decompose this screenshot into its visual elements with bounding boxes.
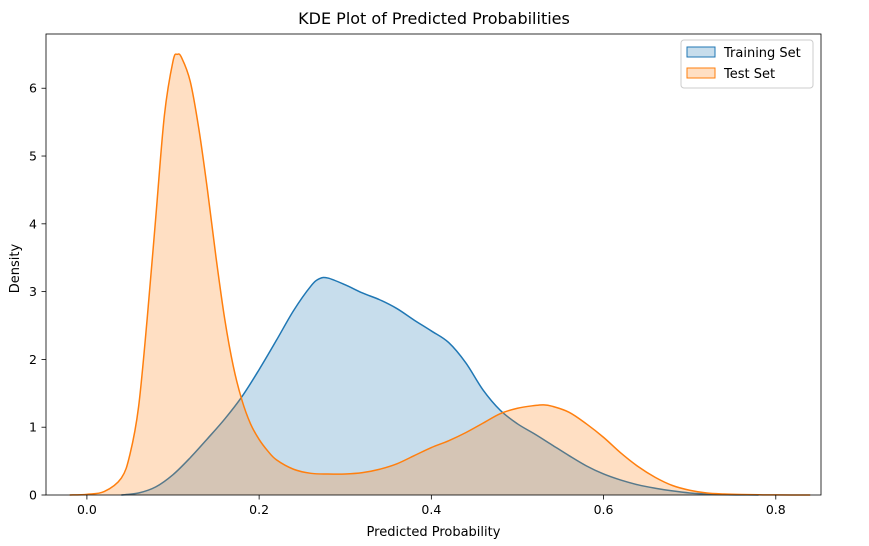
x-tick-label: 0.0	[77, 502, 97, 517]
y-tick-label: 3	[29, 284, 37, 299]
x-tick-label: 0.6	[594, 502, 614, 517]
series-line-test-set	[69, 53, 811, 496]
x-tick-label: 0.4	[421, 502, 441, 517]
y-tick-label: 0	[29, 488, 37, 503]
y-tick-label: 2	[29, 352, 37, 367]
x-axis-label: Predicted Probability	[367, 525, 501, 540]
y-tick-label: 4	[29, 216, 37, 231]
x-tick-label: 0.8	[766, 502, 786, 517]
series-area-training-set	[121, 277, 759, 495]
legend-label-test-set: Test Set	[723, 67, 775, 82]
chart-title: KDE Plot of Predicted Probabilities	[298, 9, 570, 28]
legend: Training Set Test Set	[680, 39, 814, 89]
legend-swatch-training-set	[686, 46, 716, 58]
x-tick-label: 0.2	[249, 502, 269, 517]
y-axis-label: Density	[8, 243, 23, 293]
legend-label-training-set: Training Set	[723, 46, 801, 61]
axes-frame	[45, 33, 822, 496]
plot-area	[69, 53, 811, 496]
legend-box	[680, 39, 814, 89]
y-tick-label: 1	[29, 420, 37, 435]
axes: 0.0 0.2 0.4 0.6 0.8 0 1 2 3 4 5 6	[29, 33, 822, 517]
series-line-training-set	[121, 276, 759, 496]
y-tick-label: 5	[29, 149, 37, 164]
legend-swatch-test-set	[686, 67, 716, 79]
y-tick-label: 6	[29, 81, 37, 96]
